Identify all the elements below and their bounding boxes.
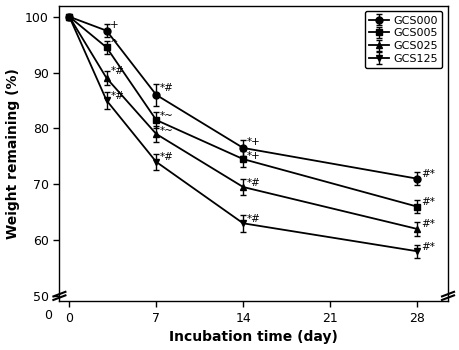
Y-axis label: Weight remaining (%): Weight remaining (%) [6, 68, 20, 239]
Text: *+: *+ [246, 151, 260, 161]
Text: #*: #* [420, 169, 434, 179]
Text: #*: #* [420, 197, 434, 207]
Text: #*: #* [420, 242, 434, 252]
Text: 0: 0 [44, 309, 51, 322]
Text: ^: ^ [110, 38, 119, 49]
Text: *#: *# [160, 83, 174, 93]
Text: *+: *+ [246, 137, 260, 147]
X-axis label: Incubation time (day): Incubation time (day) [169, 330, 337, 344]
Text: +: + [110, 20, 119, 30]
Text: *#: *# [246, 214, 260, 224]
Text: *#: *# [246, 178, 260, 188]
Text: #*: #* [420, 219, 434, 229]
Text: *#: *# [110, 66, 124, 76]
Text: *#: *# [110, 91, 124, 101]
Legend: GCS000, GCS005, GCS025, GCS125: GCS000, GCS005, GCS025, GCS125 [364, 11, 442, 68]
Text: *~: *~ [160, 111, 174, 120]
Text: *#: *# [160, 152, 174, 162]
Text: *~: *~ [160, 126, 174, 136]
